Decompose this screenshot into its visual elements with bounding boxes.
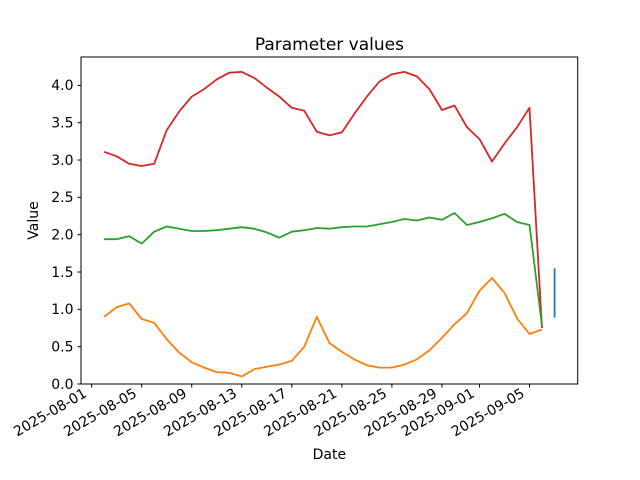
y-tick-label: 4.0 — [51, 78, 73, 94]
y-tick-label: 0.0 — [51, 377, 73, 393]
series-green-line — [104, 212, 543, 326]
y-tick-label: 1.0 — [51, 302, 73, 318]
plot-border — [80, 56, 579, 385]
y-tick-label: 3.0 — [51, 153, 73, 169]
series-lines — [103, 71, 556, 378]
y-tick-label: 2.0 — [51, 227, 73, 243]
y-tick-label: 2.5 — [51, 190, 73, 206]
series-orange-line — [103, 277, 543, 378]
chart-title: Parameter values — [255, 35, 404, 55]
y-tick-label: 3.5 — [51, 115, 73, 131]
y-axis-ticks: 0.0 0.5 1.0 1.5 2.0 2.5 3.0 3.5 4.0 — [51, 78, 81, 393]
y-axis-label: Value — [26, 201, 42, 239]
y-tick-label: 0.5 — [51, 339, 73, 355]
series-red-line — [103, 71, 543, 329]
x-axis-label: Date — [313, 447, 346, 463]
y-tick-label: 1.5 — [51, 265, 73, 281]
